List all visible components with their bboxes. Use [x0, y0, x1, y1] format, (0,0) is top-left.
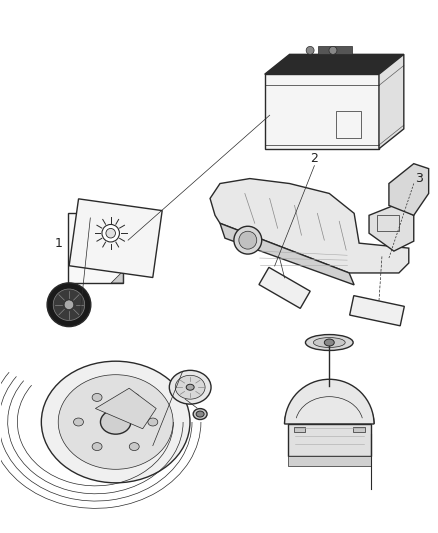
Ellipse shape — [324, 339, 334, 346]
Circle shape — [234, 226, 262, 254]
Polygon shape — [379, 54, 404, 149]
Wedge shape — [285, 379, 374, 424]
Polygon shape — [111, 271, 123, 283]
Polygon shape — [350, 296, 404, 326]
Circle shape — [239, 231, 257, 249]
Bar — [288, 456, 371, 466]
Ellipse shape — [148, 418, 158, 426]
Bar — [336, 111, 361, 138]
Bar — [293, 427, 305, 432]
Ellipse shape — [170, 370, 211, 404]
Polygon shape — [95, 388, 156, 429]
Polygon shape — [318, 46, 353, 54]
Polygon shape — [259, 268, 310, 309]
Circle shape — [64, 300, 74, 310]
Ellipse shape — [92, 393, 102, 401]
Ellipse shape — [193, 409, 207, 419]
Ellipse shape — [41, 361, 190, 483]
Bar — [377, 215, 399, 231]
Circle shape — [53, 289, 85, 320]
Circle shape — [106, 229, 116, 238]
Bar — [353, 427, 365, 432]
Ellipse shape — [175, 375, 205, 399]
Ellipse shape — [92, 442, 102, 450]
Polygon shape — [69, 199, 162, 278]
Ellipse shape — [186, 384, 194, 390]
Polygon shape — [369, 205, 414, 251]
Ellipse shape — [129, 442, 139, 450]
Text: 3: 3 — [415, 172, 423, 185]
Text: 2: 2 — [311, 152, 318, 165]
Ellipse shape — [100, 410, 131, 434]
Ellipse shape — [314, 337, 345, 348]
Polygon shape — [265, 54, 404, 74]
Ellipse shape — [129, 393, 139, 401]
Circle shape — [329, 46, 337, 54]
Ellipse shape — [58, 375, 173, 469]
Ellipse shape — [74, 418, 84, 426]
Polygon shape — [265, 74, 379, 149]
Text: 1: 1 — [55, 237, 63, 249]
Ellipse shape — [196, 411, 204, 417]
Polygon shape — [389, 164, 429, 215]
Circle shape — [102, 224, 120, 242]
Circle shape — [47, 283, 91, 327]
Polygon shape — [220, 223, 354, 285]
Polygon shape — [210, 179, 409, 273]
Bar — [68, 213, 123, 283]
Bar — [288, 424, 371, 456]
Ellipse shape — [305, 335, 353, 351]
Circle shape — [306, 46, 314, 54]
